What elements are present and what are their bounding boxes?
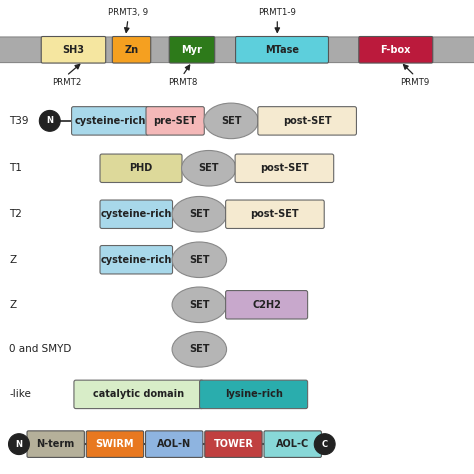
Text: PRMT8: PRMT8 xyxy=(168,78,197,87)
Text: T1: T1 xyxy=(9,163,22,173)
Text: Z: Z xyxy=(9,255,17,265)
Text: T2: T2 xyxy=(9,209,22,219)
Circle shape xyxy=(39,110,60,131)
Text: cysteine-rich: cysteine-rich xyxy=(100,255,172,265)
Text: post-SET: post-SET xyxy=(251,209,299,219)
Text: PRMT3, 9: PRMT3, 9 xyxy=(108,8,148,17)
Text: lysine-rich: lysine-rich xyxy=(225,389,283,400)
FancyBboxPatch shape xyxy=(264,431,321,457)
FancyBboxPatch shape xyxy=(72,107,149,135)
Text: SWIRM: SWIRM xyxy=(96,439,134,449)
Text: catalytic domain: catalytic domain xyxy=(93,389,184,400)
Ellipse shape xyxy=(172,242,227,278)
Text: T39: T39 xyxy=(9,116,29,126)
Text: Zn: Zn xyxy=(125,45,138,55)
Text: AOL-C: AOL-C xyxy=(276,439,310,449)
Text: MTase: MTase xyxy=(265,45,299,55)
Text: PHD: PHD xyxy=(129,163,153,173)
Text: N-term: N-term xyxy=(36,439,75,449)
Text: post-SET: post-SET xyxy=(260,163,309,173)
Text: SET: SET xyxy=(189,209,210,219)
FancyBboxPatch shape xyxy=(100,154,182,182)
Text: N: N xyxy=(46,117,53,125)
FancyBboxPatch shape xyxy=(0,37,474,63)
Text: SH3: SH3 xyxy=(63,45,84,55)
Ellipse shape xyxy=(172,332,227,367)
Text: 0 and SMYD: 0 and SMYD xyxy=(9,344,72,355)
FancyBboxPatch shape xyxy=(27,431,84,457)
FancyBboxPatch shape xyxy=(146,431,203,457)
Text: C: C xyxy=(322,440,328,448)
Text: SET: SET xyxy=(199,163,219,173)
FancyBboxPatch shape xyxy=(258,107,356,135)
Text: -like: -like xyxy=(9,389,31,400)
FancyBboxPatch shape xyxy=(226,200,324,228)
Text: PRMT9: PRMT9 xyxy=(400,78,429,87)
Text: C2H2: C2H2 xyxy=(252,300,281,310)
FancyBboxPatch shape xyxy=(86,431,144,457)
FancyBboxPatch shape xyxy=(100,246,173,274)
Ellipse shape xyxy=(182,151,236,186)
FancyBboxPatch shape xyxy=(169,36,215,63)
Text: SET: SET xyxy=(221,116,241,126)
Text: pre-SET: pre-SET xyxy=(154,116,197,126)
FancyBboxPatch shape xyxy=(226,291,308,319)
Text: cysteine-rich: cysteine-rich xyxy=(74,116,146,126)
Text: TOWER: TOWER xyxy=(213,439,254,449)
FancyBboxPatch shape xyxy=(100,200,173,228)
Text: cysteine-rich: cysteine-rich xyxy=(100,209,172,219)
FancyBboxPatch shape xyxy=(205,431,262,457)
Text: PRMT1-9: PRMT1-9 xyxy=(258,8,296,17)
Ellipse shape xyxy=(172,287,227,323)
FancyBboxPatch shape xyxy=(41,36,106,63)
Text: AOL-N: AOL-N xyxy=(157,439,191,449)
FancyBboxPatch shape xyxy=(359,36,433,63)
Text: F-box: F-box xyxy=(381,45,411,55)
FancyBboxPatch shape xyxy=(112,36,151,63)
Text: Z: Z xyxy=(9,300,17,310)
Text: N: N xyxy=(16,440,22,448)
FancyBboxPatch shape xyxy=(74,380,203,409)
Text: post-SET: post-SET xyxy=(283,116,331,126)
FancyBboxPatch shape xyxy=(235,154,334,182)
Text: SET: SET xyxy=(189,300,210,310)
Text: SET: SET xyxy=(189,344,210,355)
FancyBboxPatch shape xyxy=(236,36,328,63)
Text: Myr: Myr xyxy=(182,45,202,55)
Circle shape xyxy=(314,434,335,455)
Text: SET: SET xyxy=(189,255,210,265)
FancyBboxPatch shape xyxy=(146,107,204,135)
Circle shape xyxy=(9,434,29,455)
Ellipse shape xyxy=(204,103,258,138)
Ellipse shape xyxy=(172,197,227,232)
FancyBboxPatch shape xyxy=(200,380,308,409)
Text: PRMT2: PRMT2 xyxy=(52,78,81,87)
